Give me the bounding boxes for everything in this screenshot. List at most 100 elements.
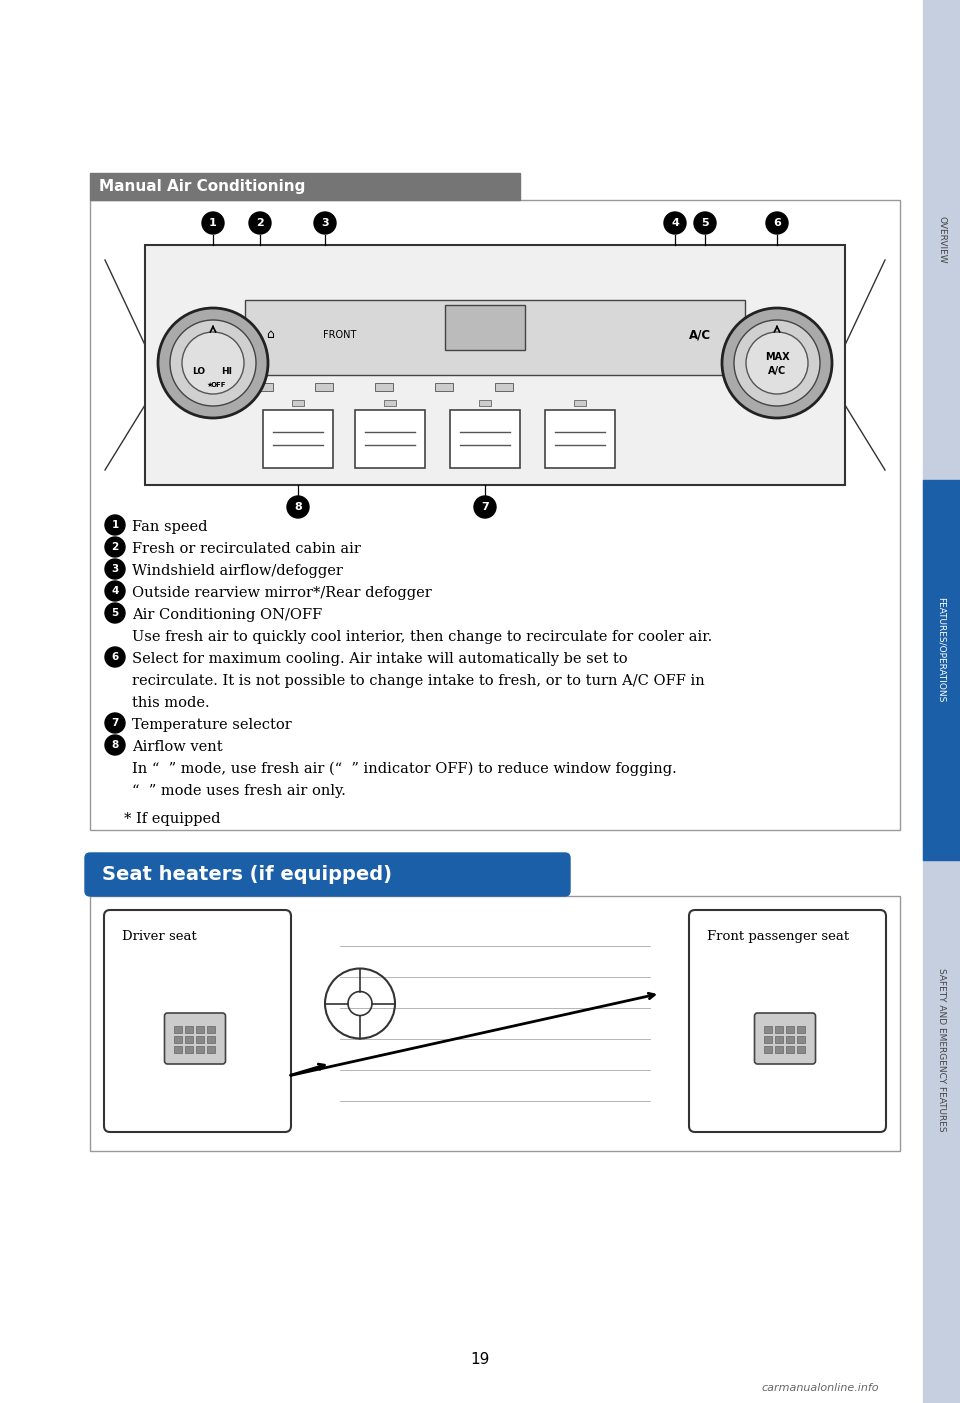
Bar	[923, 0, 960, 1403]
Text: 5: 5	[701, 217, 708, 229]
Bar	[184, 1047, 193, 1054]
Text: “  ” mode uses fresh air only.: “ ” mode uses fresh air only.	[132, 784, 346, 798]
Bar	[545, 410, 615, 469]
Bar	[355, 410, 425, 469]
Bar	[923, 480, 960, 860]
Bar	[775, 1035, 782, 1042]
Circle shape	[105, 713, 125, 732]
Bar	[775, 1026, 782, 1033]
Bar	[196, 1047, 204, 1054]
Text: LO: LO	[192, 366, 205, 376]
Text: 4: 4	[111, 586, 119, 596]
Text: 8: 8	[294, 502, 301, 512]
Bar	[174, 1047, 181, 1054]
Text: recirculate. It is not possible to change intake to fresh, or to turn A/C OFF in: recirculate. It is not possible to chang…	[132, 673, 705, 687]
Bar	[450, 410, 520, 469]
FancyBboxPatch shape	[164, 1013, 226, 1063]
Text: Fan speed: Fan speed	[132, 521, 207, 535]
Text: ★: ★	[206, 382, 213, 389]
Text: FRONT: FRONT	[324, 330, 357, 340]
Text: Air Conditioning ON/OFF: Air Conditioning ON/OFF	[132, 607, 323, 622]
Text: OFF: OFF	[210, 382, 226, 389]
FancyBboxPatch shape	[755, 1013, 815, 1063]
Bar	[785, 1047, 794, 1054]
Text: 3: 3	[322, 217, 329, 229]
Bar	[255, 383, 273, 391]
Bar	[763, 1047, 772, 1054]
Bar	[90, 173, 520, 201]
Bar	[763, 1026, 772, 1033]
Bar	[775, 1047, 782, 1054]
Text: Front passenger seat: Front passenger seat	[707, 930, 850, 943]
Text: * If equipped: * If equipped	[124, 812, 221, 826]
Text: Manual Air Conditioning: Manual Air Conditioning	[99, 180, 305, 194]
Circle shape	[722, 309, 832, 418]
Bar	[184, 1026, 193, 1033]
Text: Outside rearview mirror*/Rear defogger: Outside rearview mirror*/Rear defogger	[132, 586, 432, 600]
Bar	[90, 897, 900, 1150]
Text: 5: 5	[111, 607, 119, 617]
Bar	[174, 1026, 181, 1033]
Bar	[797, 1026, 804, 1033]
Bar	[292, 400, 304, 405]
FancyBboxPatch shape	[85, 853, 570, 897]
Bar	[315, 383, 333, 391]
Text: Use fresh air to quickly cool interior, then change to recirculate for cooler ai: Use fresh air to quickly cool interior, …	[132, 630, 712, 644]
Text: MAX: MAX	[765, 352, 789, 362]
Circle shape	[158, 309, 268, 418]
Text: 19: 19	[470, 1352, 490, 1368]
Circle shape	[105, 735, 125, 755]
Text: 2: 2	[111, 542, 119, 551]
Bar	[574, 400, 586, 405]
Text: 2: 2	[256, 217, 264, 229]
Bar	[145, 246, 845, 485]
Text: this mode.: this mode.	[132, 696, 209, 710]
Bar	[797, 1035, 804, 1042]
Text: SAFETY AND EMERGENCY FEATURES: SAFETY AND EMERGENCY FEATURES	[937, 968, 946, 1132]
Text: Windshield airflow/defogger: Windshield airflow/defogger	[132, 564, 343, 578]
Text: Airflow vent: Airflow vent	[132, 739, 223, 753]
Bar	[90, 201, 900, 831]
Bar	[435, 383, 453, 391]
Circle shape	[474, 497, 496, 518]
Circle shape	[105, 515, 125, 535]
Text: 4: 4	[671, 217, 679, 229]
Bar	[445, 304, 525, 349]
Text: OVERVIEW: OVERVIEW	[937, 216, 946, 264]
Text: carmanualonline.info: carmanualonline.info	[761, 1383, 878, 1393]
Bar	[263, 410, 333, 469]
Circle shape	[105, 603, 125, 623]
FancyBboxPatch shape	[104, 911, 291, 1132]
Circle shape	[170, 320, 256, 405]
Circle shape	[766, 212, 788, 234]
Text: Select for maximum cooling. Air intake will automatically be set to: Select for maximum cooling. Air intake w…	[132, 652, 628, 666]
Text: 7: 7	[111, 718, 119, 728]
Circle shape	[105, 537, 125, 557]
Text: HI: HI	[221, 366, 232, 376]
Bar	[479, 400, 491, 405]
Circle shape	[664, 212, 686, 234]
Bar	[206, 1047, 214, 1054]
Text: Fresh or recirculated cabin air: Fresh or recirculated cabin air	[132, 542, 361, 556]
Circle shape	[249, 212, 271, 234]
Bar	[375, 383, 393, 391]
Circle shape	[287, 497, 309, 518]
Bar	[495, 383, 513, 391]
Circle shape	[105, 558, 125, 579]
Text: 7: 7	[481, 502, 489, 512]
Bar	[785, 1035, 794, 1042]
Circle shape	[105, 581, 125, 600]
Bar	[196, 1035, 204, 1042]
Bar	[174, 1035, 181, 1042]
Circle shape	[746, 333, 808, 394]
Bar	[384, 400, 396, 405]
Text: A/C: A/C	[768, 366, 786, 376]
Text: Seat heaters (if equipped): Seat heaters (if equipped)	[102, 866, 392, 884]
Text: 6: 6	[773, 217, 780, 229]
Circle shape	[105, 647, 125, 666]
Text: 6: 6	[111, 652, 119, 662]
Bar	[206, 1035, 214, 1042]
Bar	[245, 300, 745, 375]
Bar	[196, 1026, 204, 1033]
Bar	[797, 1047, 804, 1054]
